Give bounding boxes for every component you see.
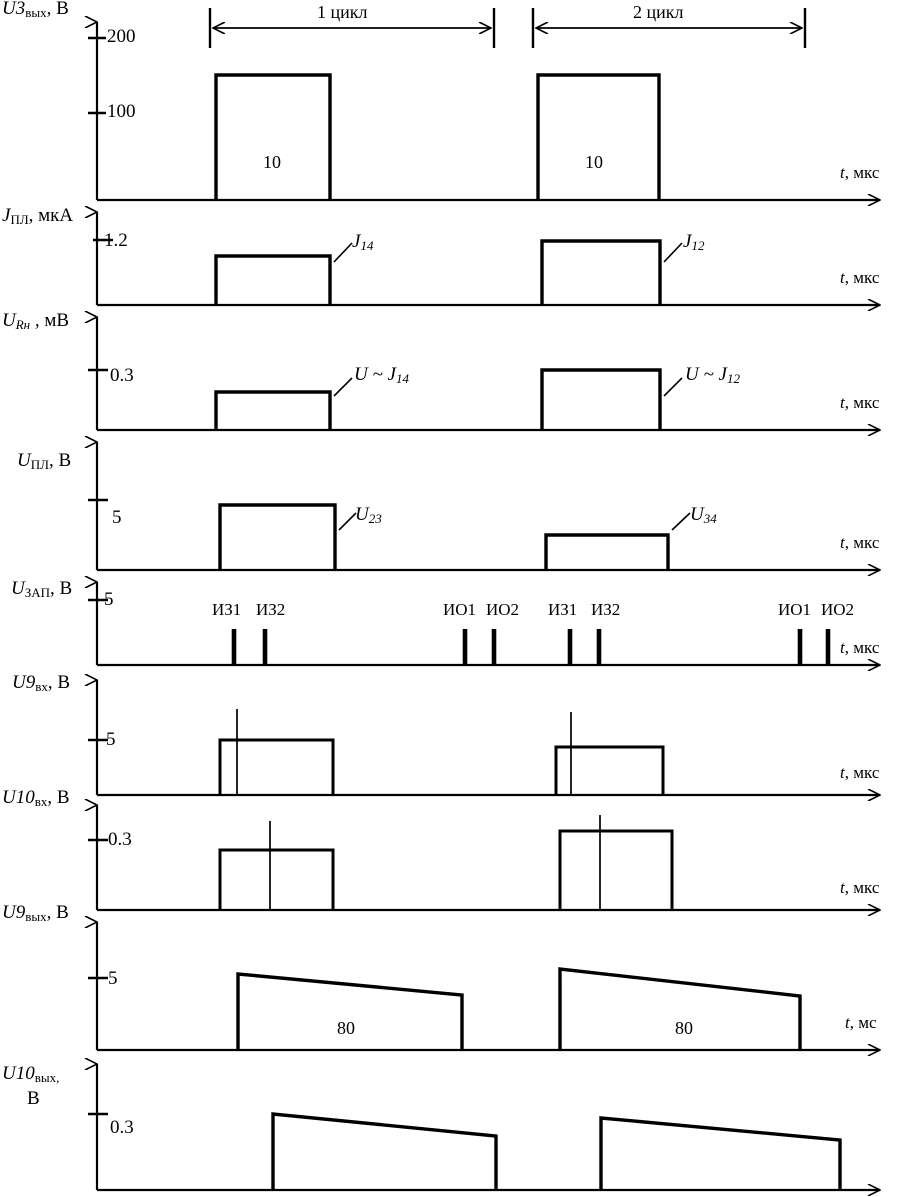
panel-uzap — [88, 582, 880, 665]
t-axis-label-u9vyh: t, мс — [845, 1013, 877, 1032]
waveform-label-u-j12: U ~ J12 — [685, 364, 740, 386]
tick-label-0p3-u10vh: 0.3 — [108, 829, 132, 850]
tick-label-1p2: 1.2 — [104, 230, 128, 251]
ramp-inner-label-80-a: 80 — [337, 1018, 355, 1038]
t-axis-label-urn: t, мкс — [840, 393, 880, 412]
tick-label-5-u9vyh: 5 — [108, 968, 118, 989]
cycle-dimension-2 — [531, 8, 807, 48]
cycle-dimension-1 — [208, 8, 496, 48]
t-axis-label-upl: t, мкс — [840, 533, 880, 552]
y-axis-label-urn: URн , мВ — [2, 310, 70, 332]
marker-label-iz1-a: ИЗ1 — [212, 600, 242, 619]
waveform-label-u34: U34 — [690, 504, 717, 526]
tick-label-100: 100 — [107, 101, 136, 122]
panel-u10vyh — [88, 1064, 880, 1190]
marker-label-io1-a: ИО1 — [443, 600, 477, 619]
marker-label-io2-b: ИО2 — [821, 600, 855, 619]
tick-label-0p3-urn: 0.3 — [110, 365, 134, 386]
t-axis-label-u10vh: t, мкс — [840, 878, 880, 897]
pulse-inner-label-10-a: 10 — [263, 152, 281, 172]
waveform-label-u23: U23 — [355, 504, 382, 526]
tick-label-5-u9vh: 5 — [106, 729, 116, 750]
panel-urn — [88, 317, 880, 430]
panel-u3vyh — [88, 22, 880, 200]
waveform-label-u-j14: U ~ J14 — [354, 364, 409, 386]
t-axis-label-u9vh: t, мкс — [840, 763, 880, 782]
tick-label-5-upl: 5 — [112, 507, 122, 528]
y-axis-label-u9vh: U9вх, В — [12, 672, 71, 694]
marker-label-io2-a: ИО2 — [486, 600, 520, 619]
ramp-inner-label-80-b: 80 — [675, 1018, 693, 1038]
y-axis-label-u9vyh: U9вых, В — [2, 902, 69, 924]
y-axis-label-u10vyh: U10вых, — [2, 1063, 60, 1085]
marker-label-iz2-a: ИЗ2 — [256, 600, 286, 619]
t-axis-label-u3vyh: t, мкс — [840, 163, 880, 182]
pulse-inner-label-10-b: 10 — [585, 152, 603, 172]
t-axis-label-uzap: t, мкс — [840, 638, 880, 657]
panel-upl — [88, 442, 880, 570]
y-axis-unit-u10vyh: В — [27, 1088, 40, 1109]
tick-label-200: 200 — [107, 26, 136, 47]
waveform-label-j12: J12 — [683, 231, 705, 253]
marker-label-iz1-b: ИЗ1 — [548, 600, 578, 619]
y-axis-label-upl: UПЛ, В — [17, 450, 72, 472]
panel-u9vh — [88, 680, 880, 795]
y-axis-label-uzap: UЗАП, В — [11, 578, 73, 600]
t-axis-label-jpl: t, мкс — [840, 268, 880, 287]
cycle-label-1: 1 цикл — [317, 2, 368, 22]
marker-label-io1-b: ИО1 — [778, 600, 812, 619]
y-axis-label-u3vyh: U3вых, В — [2, 0, 69, 20]
cycle-label-2: 2 цикл — [633, 2, 684, 22]
panel-u9vyh — [88, 922, 880, 1050]
panel-jpl — [93, 212, 880, 305]
tick-label-5-uzap: 5 — [104, 589, 114, 610]
panel-u10vh — [88, 805, 880, 910]
uzap-marker-pulses — [231, 629, 831, 665]
y-axis-label-jpl: JПЛ, мкА — [2, 205, 74, 227]
y-axis-label-u10vh: U10вх, В — [2, 787, 70, 809]
waveform-label-j14: J14 — [352, 231, 374, 253]
tick-label-0p3-u10vyh: 0.3 — [110, 1117, 134, 1138]
marker-label-iz2-b: ИЗ2 — [591, 600, 621, 619]
